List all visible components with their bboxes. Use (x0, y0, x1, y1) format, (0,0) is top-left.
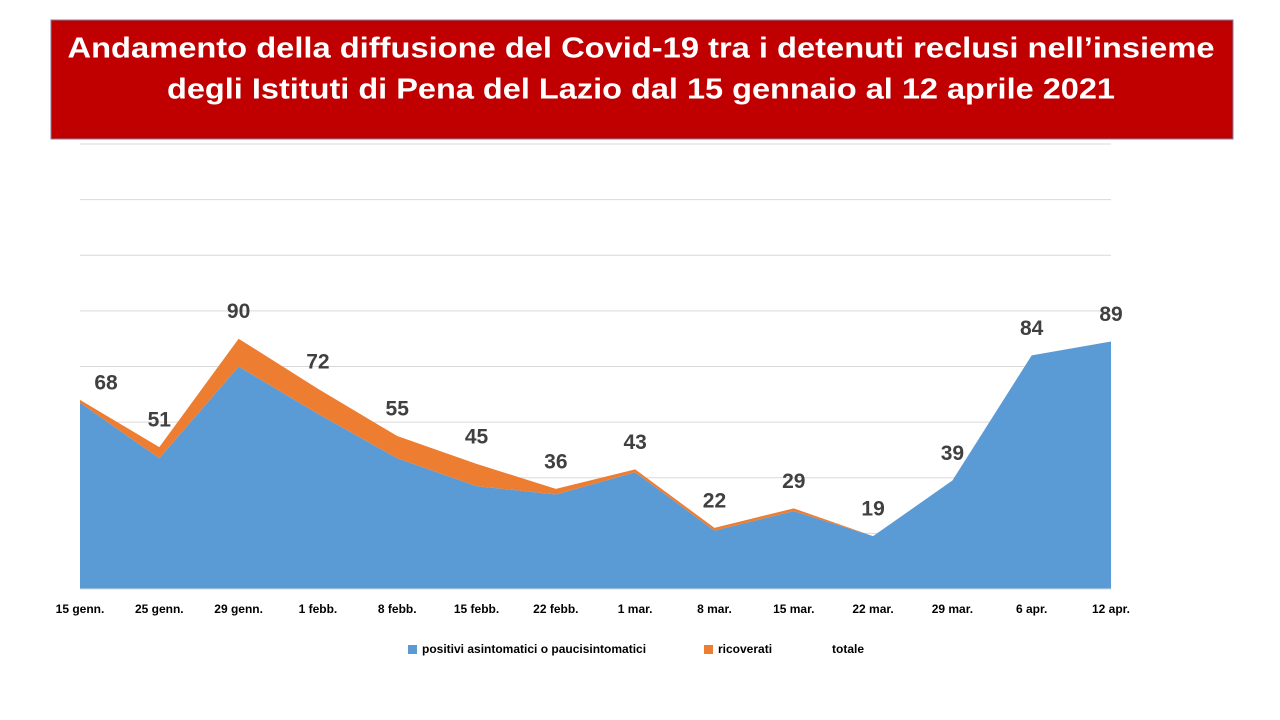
x-tick-label: 6 apr. (1016, 602, 1047, 616)
data-label: 22 (703, 489, 726, 512)
title-box (50, 19, 1234, 140)
x-tick-label: 15 genn. (56, 602, 105, 616)
data-label: 72 (306, 350, 329, 373)
legend-swatch (704, 645, 713, 654)
data-label: 68 (94, 371, 118, 394)
area (80, 341, 1111, 589)
x-tick-label: 29 mar. (932, 602, 973, 616)
x-tick-label: 15 febb. (454, 602, 499, 616)
data-label: 45 (465, 425, 489, 448)
x-tick-label: 12 apr. (1092, 602, 1130, 616)
chart-title: Andamento della diffusione del Covid-19 … (68, 33, 1215, 65)
chart-title: degli Istituti di Pena del Lazio dal 15 … (167, 74, 1115, 106)
x-tick-label: 8 mar. (697, 602, 732, 616)
x-tick-label: 15 mar. (773, 602, 814, 616)
data-label: 19 (861, 498, 884, 521)
legend-swatch (408, 645, 417, 654)
data-label: 43 (623, 431, 646, 454)
x-tick-label: 8 febb. (378, 602, 417, 616)
data-label: 89 (1099, 303, 1122, 326)
x-tick-label: 29 genn. (214, 602, 263, 616)
x-tick-label: 22 mar. (852, 602, 893, 616)
data-label: 55 (386, 398, 410, 421)
x-tick-label: 1 mar. (618, 602, 653, 616)
data-label: 29 (782, 470, 805, 493)
data-label: 84 (1020, 317, 1044, 340)
data-label: 36 (544, 450, 567, 473)
x-tick-label: 25 genn. (135, 602, 184, 616)
x-tick-label: 22 febb. (533, 602, 578, 616)
data-label: 90 (227, 300, 250, 323)
x-tick-label: 1 febb. (299, 602, 338, 616)
legend-label: positivi asintomatici o paucisintomatici (422, 642, 646, 656)
legend-label: totale (832, 642, 864, 656)
data-label: 51 (148, 409, 172, 432)
data-label: 39 (941, 442, 964, 465)
legend-label: ricoverati (718, 642, 772, 656)
